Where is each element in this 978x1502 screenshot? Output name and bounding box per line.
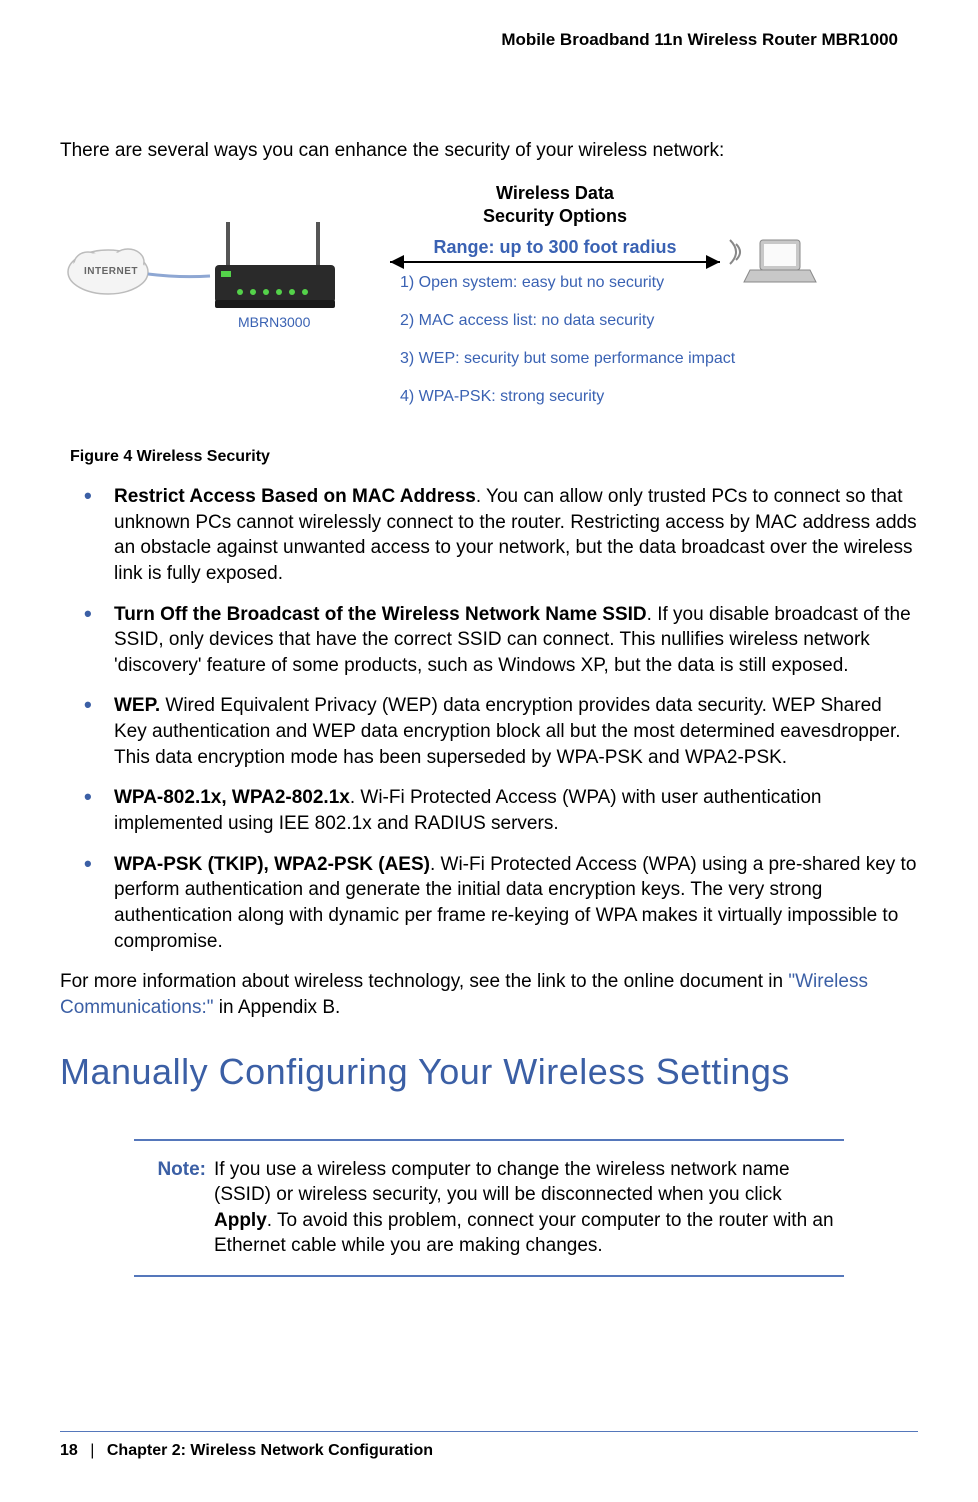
page-number: 18 [60,1442,78,1459]
footer-separator: | [90,1442,94,1459]
bullet-list: Restrict Access Based on MAC Address. Yo… [60,484,918,954]
closing-pre: For more information about wireless tech… [60,971,788,992]
list-item: Turn Off the Broadcast of the Wireless N… [84,602,918,679]
figure-title-line2: Security Options [483,206,627,226]
figure-option-2: 2) MAC access list: no data security [400,312,654,330]
note-label: Note: [144,1157,206,1260]
bullet-body: Wired Equivalent Privacy (WEP) data encr… [114,695,901,767]
note-apply-word: Apply [214,1210,267,1231]
list-item: WEP. Wired Equivalent Privacy (WEP) data… [84,693,918,770]
bullet-title: WEP. [114,695,160,716]
note-box: Note: If you use a wireless computer to … [134,1139,844,1278]
intro-paragraph: There are several ways you can enhance t… [60,140,918,162]
figure-title: Wireless Data Security Options [430,182,680,229]
bullet-title: Restrict Access Based on MAC Address [114,486,476,507]
bullet-title: Turn Off the Broadcast of the Wireless N… [114,604,647,625]
closing-post: in Appendix B. [214,997,341,1018]
figure-range-label: Range: up to 300 foot radius [400,237,710,258]
figure-wireless-security: INTERNET MBRN3000 Wireless Data Security… [60,182,918,432]
note-body: If you use a wireless computer to change… [214,1157,834,1260]
note-body-post: . To avoid this problem, connect your co… [214,1210,834,1257]
router-model-label: MBRN3000 [238,314,310,330]
ethernet-cable-icon [148,274,210,277]
page-footer: 18 | Chapter 2: Wireless Network Configu… [0,1431,978,1460]
figure-caption: Figure 4 Wireless Security [70,448,918,466]
closing-paragraph: For more information about wireless tech… [60,969,918,1020]
figure-option-3: 3) WEP: security but some performance im… [400,350,735,368]
note-body-pre: If you use a wireless computer to change… [214,1159,790,1206]
laptop-icon [730,240,816,282]
figure-option-1: 1) Open system: easy but no security [400,274,664,292]
figure-option-4: 4) WPA-PSK: strong security [400,388,604,406]
bullet-title: WPA-PSK (TKIP), WPA2-PSK (AES) [114,854,430,875]
list-item: WPA-PSK (TKIP), WPA2-PSK (AES). Wi-Fi Pr… [84,852,918,955]
section-heading: Manually Configuring Your Wireless Setti… [60,1051,918,1093]
document-header-title: Mobile Broadband 11n Wireless Router MBR… [60,30,918,50]
bullet-title: WPA-802.1x, WPA2-802.1x [114,787,350,808]
figure-title-line1: Wireless Data [496,183,614,203]
router-icon [215,222,335,308]
cloud-label: INTERNET [84,266,138,277]
list-item: WPA-802.1x, WPA2-802.1x. Wi-Fi Protected… [84,785,918,836]
list-item: Restrict Access Based on MAC Address. Yo… [84,484,918,587]
chapter-title: Chapter 2: Wireless Network Configuratio… [107,1442,433,1459]
